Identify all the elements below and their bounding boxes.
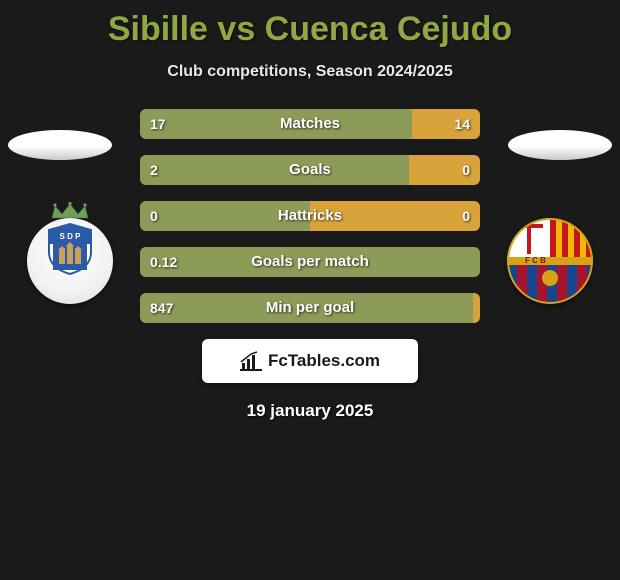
stat-label: Hattricks bbox=[140, 201, 480, 231]
stat-value-left: 0.12 bbox=[150, 247, 177, 277]
stat-row: Matches17 14 bbox=[140, 109, 480, 139]
page-subtitle: Club competitions, Season 2024/2025 bbox=[0, 63, 620, 81]
stat-value-right: 0 bbox=[462, 155, 470, 185]
stat-value-left: 2 bbox=[150, 155, 158, 185]
branding-text: FcTables.com bbox=[268, 351, 380, 371]
stat-row: Goals per match0.12 bbox=[140, 247, 480, 277]
stat-row: Hattricks0 0 bbox=[140, 201, 480, 231]
club-right-crest: F C B bbox=[500, 204, 600, 304]
comparison-panel: S D P bbox=[0, 109, 620, 421]
page-title: Sibille vs Cuenca Cejudo bbox=[0, 0, 620, 49]
stat-row: Goals2 0 bbox=[140, 155, 480, 185]
stat-value-right: 0 bbox=[462, 201, 470, 231]
player-left-avatar bbox=[8, 130, 112, 160]
stat-value-left: 847 bbox=[150, 293, 173, 323]
snapshot-date: 19 january 2025 bbox=[0, 401, 620, 421]
player-right-avatar bbox=[508, 130, 612, 160]
stat-row: Min per goal847 bbox=[140, 293, 480, 323]
bar-chart-icon bbox=[240, 351, 262, 371]
stat-label: Min per goal bbox=[140, 293, 480, 323]
stat-value-left: 17 bbox=[150, 109, 166, 139]
branding-badge: FcTables.com bbox=[202, 339, 418, 383]
stat-value-right: 14 bbox=[454, 109, 470, 139]
stat-label: Matches bbox=[140, 109, 480, 139]
svg-text:S D P: S D P bbox=[60, 232, 82, 241]
stat-bars: Matches1714Goals20Hattricks00Goals per m… bbox=[140, 109, 480, 323]
stat-value-left: 0 bbox=[150, 201, 158, 231]
shield-icon: S D P bbox=[45, 222, 95, 276]
club-left-crest: S D P bbox=[20, 204, 120, 304]
svg-text:F C B: F C B bbox=[525, 256, 546, 265]
stat-label: Goals bbox=[140, 155, 480, 185]
stat-label: Goals per match bbox=[140, 247, 480, 277]
